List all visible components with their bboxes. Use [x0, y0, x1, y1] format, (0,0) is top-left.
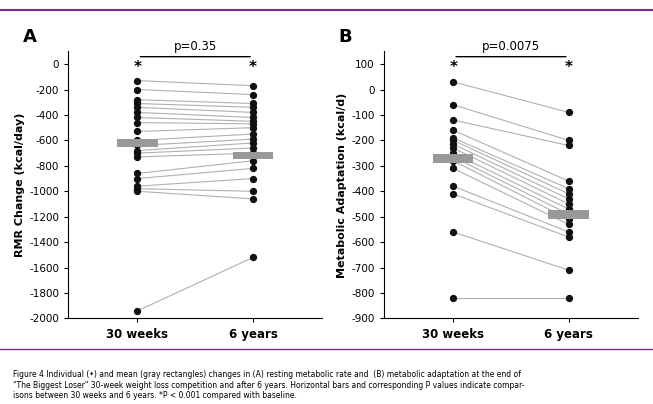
Point	[564, 295, 574, 301]
Point	[247, 145, 258, 151]
Point	[564, 211, 574, 217]
Point	[133, 185, 143, 192]
Point	[564, 201, 574, 207]
Point	[133, 142, 143, 149]
Point	[247, 118, 258, 124]
Point	[247, 165, 258, 172]
Point	[448, 127, 458, 133]
Point	[448, 158, 458, 164]
Point	[133, 119, 143, 126]
Text: *: *	[565, 60, 573, 76]
Point	[247, 121, 258, 127]
Point	[564, 221, 574, 227]
Point	[133, 114, 143, 121]
Point	[564, 185, 574, 192]
Point	[133, 109, 143, 116]
Point	[564, 191, 574, 197]
Point	[448, 229, 458, 235]
Point	[448, 117, 458, 123]
Point	[564, 178, 574, 184]
Point	[448, 141, 458, 147]
Point	[247, 131, 258, 137]
Point	[247, 100, 258, 107]
Point	[133, 100, 143, 107]
Text: *: *	[133, 60, 142, 76]
Point	[133, 104, 143, 111]
Point	[564, 142, 574, 149]
Text: p=0.35: p=0.35	[174, 40, 217, 53]
Point	[247, 104, 258, 111]
Point	[448, 154, 458, 160]
Text: A: A	[22, 28, 37, 46]
Point	[564, 206, 574, 213]
Point	[133, 128, 143, 135]
Point	[247, 196, 258, 202]
Point	[133, 183, 143, 189]
Text: Figure 4 Individual (•) and mean (gray rectangles) changes in (A) resting metabo: Figure 4 Individual (•) and mean (gray r…	[13, 370, 524, 400]
Point	[133, 147, 143, 154]
FancyBboxPatch shape	[549, 210, 589, 219]
Point	[448, 137, 458, 144]
Point	[133, 170, 143, 177]
Point	[133, 150, 143, 156]
Point	[247, 175, 258, 182]
Point	[247, 109, 258, 116]
Y-axis label: Metabolic Adaptation (kcal/d): Metabolic Adaptation (kcal/d)	[338, 92, 347, 278]
Point	[133, 188, 143, 194]
Point	[133, 137, 143, 144]
Point	[448, 101, 458, 108]
Point	[564, 229, 574, 235]
Point	[247, 140, 258, 146]
Point	[564, 196, 574, 202]
Point	[133, 86, 143, 93]
Point	[448, 135, 458, 141]
Point	[247, 82, 258, 89]
Point	[247, 254, 258, 261]
Point	[448, 183, 458, 189]
Point	[247, 158, 258, 164]
Point	[564, 234, 574, 240]
Point	[564, 109, 574, 116]
Point	[247, 150, 258, 156]
Point	[133, 78, 143, 84]
FancyBboxPatch shape	[232, 152, 273, 160]
Point	[564, 137, 574, 144]
Point	[247, 188, 258, 194]
Point	[448, 191, 458, 197]
Point	[448, 150, 458, 156]
Point	[448, 145, 458, 151]
FancyBboxPatch shape	[118, 139, 158, 147]
Y-axis label: RMR Change (kcal/day): RMR Change (kcal/day)	[15, 113, 25, 257]
Point	[448, 165, 458, 172]
Point	[448, 79, 458, 85]
Point	[133, 97, 143, 103]
Point	[247, 91, 258, 98]
Point	[133, 175, 143, 182]
Text: B: B	[338, 28, 352, 46]
Text: *: *	[249, 60, 257, 76]
Point	[247, 124, 258, 131]
Point	[247, 136, 258, 142]
Point	[564, 216, 574, 223]
FancyBboxPatch shape	[433, 154, 473, 163]
Point	[133, 307, 143, 314]
Point	[448, 295, 458, 301]
Point	[247, 114, 258, 121]
Point	[133, 154, 143, 160]
Point	[564, 267, 574, 274]
Text: p=0.0075: p=0.0075	[482, 40, 540, 53]
Text: *: *	[449, 60, 457, 76]
